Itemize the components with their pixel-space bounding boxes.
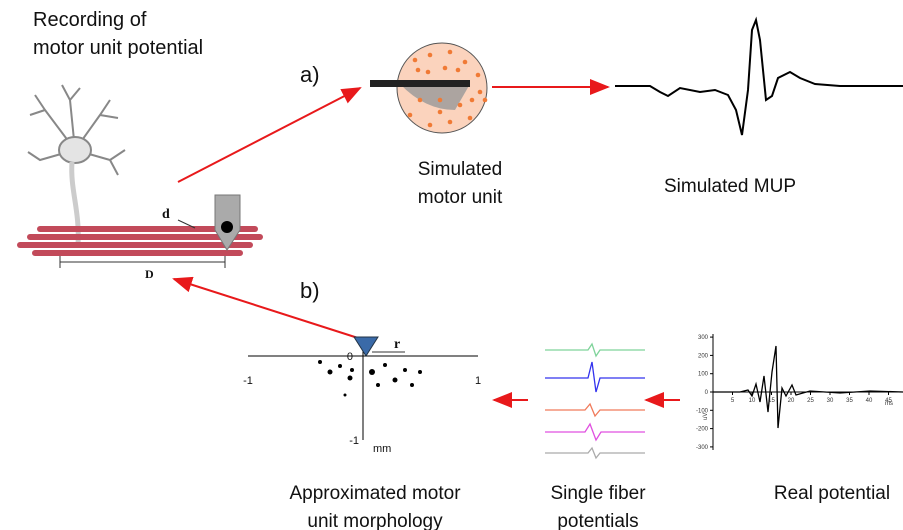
fiber-dot (438, 110, 443, 115)
x-tick-label: 1 (475, 375, 481, 387)
r-label: r (394, 337, 400, 352)
y-tick-label: -100 (696, 408, 709, 414)
fiber-dot (470, 98, 475, 103)
fiber-dot (448, 120, 453, 125)
title: motor unit potential (33, 37, 203, 59)
x-tick-label: 20 (788, 398, 795, 404)
y-tick-label: -200 (696, 427, 709, 433)
caption: unit morphology (307, 511, 443, 530)
single-fiber-traces (545, 344, 645, 458)
fiber-dot (408, 113, 413, 118)
fiber-dot (458, 103, 463, 108)
fiber-dot (416, 68, 421, 73)
x-tick-label: 40 (866, 398, 873, 404)
arrow (174, 279, 358, 338)
fiber-dot (443, 66, 448, 71)
caption: Approximated motor (289, 483, 461, 504)
arrow (178, 88, 360, 182)
y-tick-label: -300 (696, 445, 709, 451)
y-tick-label: 100 (698, 372, 709, 378)
fiber-dot (483, 98, 488, 103)
x-tick-label: 45 (885, 398, 892, 404)
fiber-dot (413, 58, 418, 63)
unit: mm (373, 443, 391, 455)
x-tick-label: 30 (827, 398, 834, 404)
fiber-dot (476, 73, 481, 78)
fiber-dot (478, 90, 483, 95)
caption: Simulated MUP (664, 176, 796, 197)
caption: motor unit (418, 187, 503, 208)
label-b: b) (300, 278, 320, 303)
fiber-dot (428, 123, 433, 128)
fiber-dots (318, 360, 422, 397)
y-tick-label: 0 (705, 390, 709, 396)
x-tick-label: 5 (731, 398, 735, 404)
D-bracket (60, 256, 225, 268)
fiber-dot (463, 60, 468, 65)
x-tick-label: 0 (347, 351, 353, 363)
fiber-dot (456, 68, 461, 73)
morphology-plot: r mm -1 0 1 -1 (243, 337, 481, 455)
label-a: a) (300, 62, 320, 87)
y-tick-label: 300 (698, 335, 709, 341)
x-tick-label: 35 (846, 398, 853, 404)
caption: Real potential (774, 483, 890, 504)
title: Recording of (33, 9, 147, 31)
caption: Single fiber (550, 483, 646, 504)
electrode (215, 195, 240, 250)
diagram: Recording of motor unit potential d D a)… (0, 0, 903, 530)
fiber-dot (428, 53, 433, 58)
neuron (28, 85, 125, 245)
fiber-dot (448, 50, 453, 55)
motor-unit-cross-section (370, 43, 487, 133)
y-tick-label: 200 (698, 353, 709, 359)
caption: Simulated (418, 159, 503, 180)
fiber-dot (426, 70, 431, 75)
fiber-dot (468, 116, 473, 121)
fiber-dot (418, 98, 423, 103)
x-tick-label: 10 (749, 398, 756, 404)
d-label: d (162, 207, 170, 222)
x-tick-label: 15 (768, 398, 775, 404)
D-label: D (145, 267, 154, 281)
caption: potentials (557, 511, 638, 530)
simulated-mup-trace (615, 20, 903, 135)
x-tick-label: -1 (243, 375, 253, 387)
fiber-dot (438, 98, 443, 103)
x-tick-label: 25 (807, 398, 814, 404)
y-tick-label: -1 (349, 435, 359, 447)
electrode-marker (354, 337, 378, 356)
